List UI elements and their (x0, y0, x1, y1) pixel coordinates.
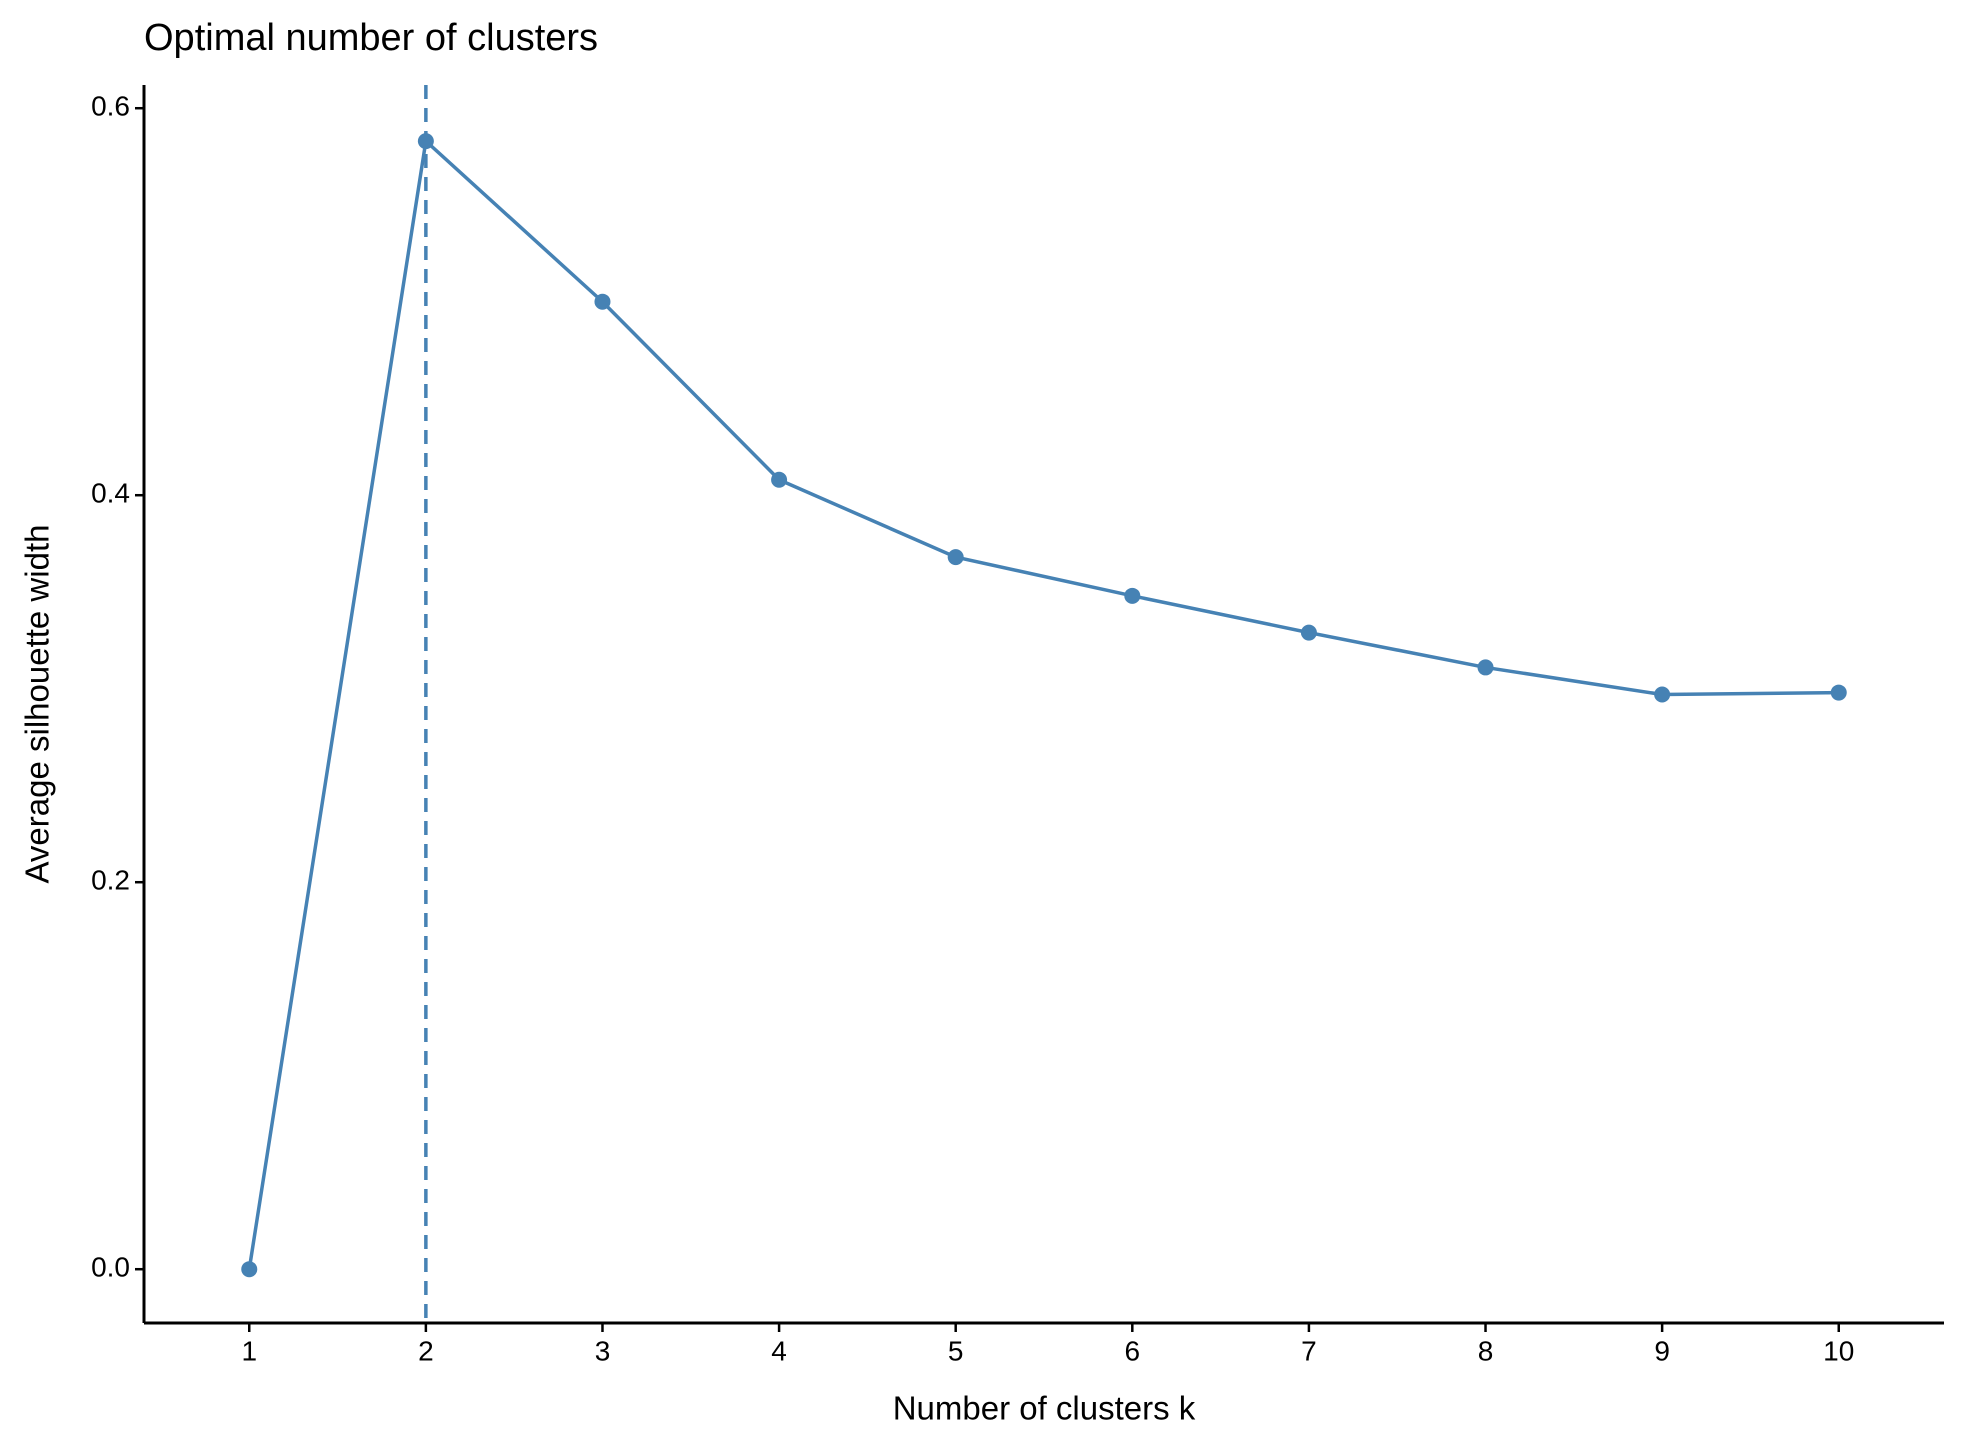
point (1124, 587, 1141, 604)
x-tick-label: 8 (1478, 1335, 1494, 1366)
y-tick-label: 0.0 (91, 1252, 130, 1283)
point (947, 549, 964, 566)
x-tick-label: 1 (241, 1335, 257, 1366)
x-tick-label: 7 (1301, 1335, 1317, 1366)
x-axis-title: Number of clusters k (893, 1390, 1196, 1427)
x-tick-label: 10 (1823, 1335, 1854, 1366)
y-axis-title: Average silhouette width (19, 525, 56, 884)
series-line (247, 137, 1839, 1270)
point (771, 471, 788, 488)
y-tick-label: 0.6 (91, 91, 130, 122)
point (1830, 684, 1847, 701)
point (1477, 659, 1494, 676)
x-tick-label: 5 (948, 1335, 964, 1366)
x-tick-label: 4 (771, 1335, 787, 1366)
point (1654, 686, 1671, 703)
x-tick-label: 6 (1125, 1335, 1141, 1366)
x-tick-label: 9 (1654, 1335, 1670, 1366)
point (1300, 624, 1317, 641)
chart-title: Optimal number of clusters (144, 17, 598, 59)
point (241, 1261, 258, 1278)
y-tick-label: 0.2 (91, 865, 130, 896)
x-tick-label: 3 (595, 1335, 611, 1366)
y-tick-label: 0.4 (91, 478, 130, 509)
x-tick-label: 2 (418, 1335, 434, 1366)
point (594, 293, 611, 310)
point (417, 133, 434, 150)
